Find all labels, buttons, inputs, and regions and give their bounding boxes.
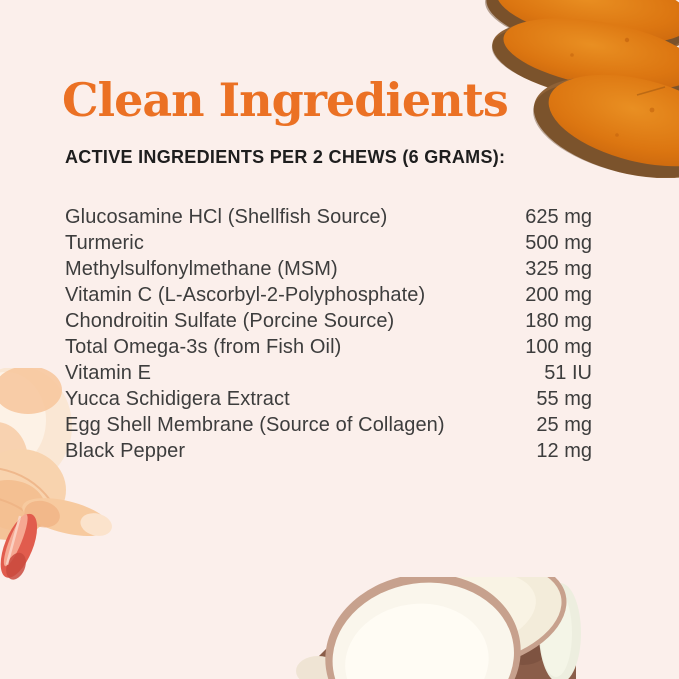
ingredient-amount: 100 mg [525,336,592,358]
page-title: Clean Ingredients [62,73,509,127]
ingredient-row: Glucosamine HCl (Shellfish Source) 625 mg [65,204,592,230]
ingredient-amount: 625 mg [525,206,592,228]
ingredient-row: Total Omega-3s (from Fish Oil) 100 mg [65,334,592,360]
ingredient-row: Yucca Schidigera Extract 55 mg [65,386,592,412]
ingredient-name: Turmeric [65,232,144,254]
ingredient-name: Black Pepper [65,440,186,462]
ingredient-amount: 500 mg [525,232,592,254]
yucca-root-image [296,577,581,679]
ingredient-name: Vitamin E [65,362,152,384]
ingredient-name: Chondroitin Sulfate (Porcine Source) [65,310,395,332]
ingredient-name: Total Omega-3s (from Fish Oil) [65,336,342,358]
ingredient-row: Black Pepper 12 mg [65,438,592,464]
ingredient-amount: 25 mg [536,414,592,436]
ingredient-row: Methylsulfonylmethane (MSM) 325 mg [65,256,592,282]
ingredient-row: Egg Shell Membrane (Source of Collagen) 2… [65,412,592,438]
ingredient-name: Methylsulfonylmethane (MSM) [65,258,338,280]
ingredients-list: Glucosamine HCl (Shellfish Source) 625 mg… [65,204,592,464]
ingredient-amount: 55 mg [536,388,592,410]
ingredient-name: Egg Shell Membrane (Source of Collagen) [65,414,445,436]
ingredients-subtitle: ACTIVE INGREDIENTS PER 2 CHEWS (6 GRAMS)… [65,147,506,167]
ingredient-amount: 200 mg [525,284,592,306]
ingredient-amount: 325 mg [525,258,592,280]
ingredient-row: Vitamin E 51 IU [65,360,592,386]
ingredient-amount: 180 mg [525,310,592,332]
ingredient-row: Chondroitin Sulfate (Porcine Source) 180 … [65,308,592,334]
ingredient-amount: 51 IU [544,362,592,384]
ingredient-row: Turmeric 500 mg [65,230,592,256]
ingredient-name: Vitamin C (L-Ascorbyl-2-Polyphosphate) [65,284,426,306]
ingredient-name: Glucosamine HCl (Shellfish Source) [65,206,388,228]
ingredient-name: Yucca Schidigera Extract [65,388,290,410]
ingredient-amount: 12 mg [536,440,592,462]
ingredient-row: Vitamin C (L-Ascorbyl-2-Polyphosphate) 20… [65,282,592,308]
